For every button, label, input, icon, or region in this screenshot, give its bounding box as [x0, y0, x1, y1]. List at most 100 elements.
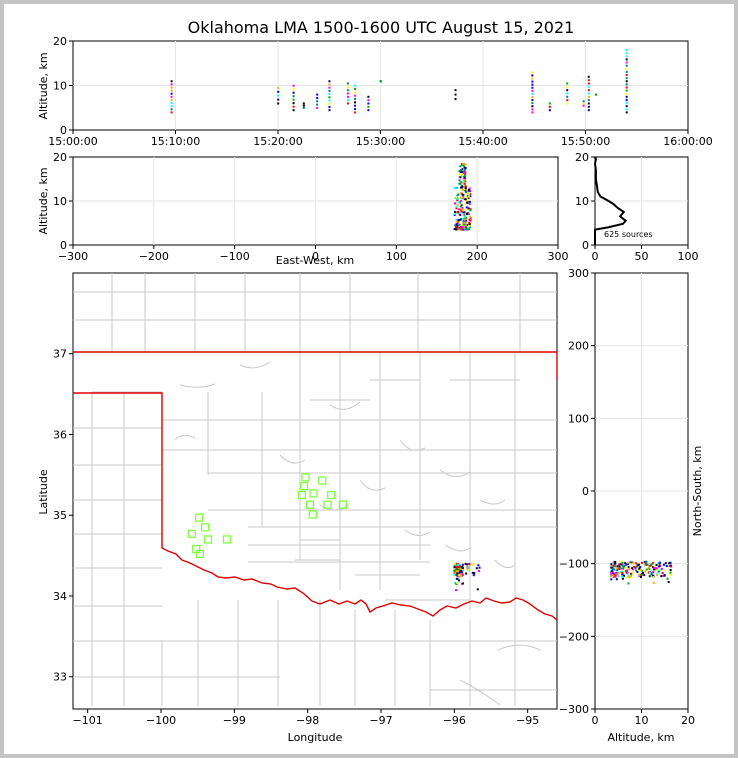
ew-altitude-source-point — [459, 208, 462, 211]
ew-altitude-source-point — [467, 196, 470, 199]
altitude-ns-source-point — [656, 572, 659, 575]
time-altitude-source-point — [302, 104, 305, 107]
altitude-ns-source-point — [620, 567, 623, 570]
time-altitude-source-point — [566, 89, 569, 92]
ew-altitude-source-point — [462, 220, 465, 223]
time-altitude-source-point — [346, 85, 349, 88]
ew-altitude-source-point — [460, 204, 463, 207]
altitude-ns-source-point — [621, 577, 624, 580]
time-altitude-source-point — [548, 105, 551, 108]
altitude-ns-source-point — [620, 563, 623, 566]
time-altitude-source-point — [531, 99, 534, 102]
time-altitude-source-point — [170, 105, 173, 108]
time-altitude-source-point — [594, 93, 597, 96]
time-altitude-source-point — [587, 75, 590, 78]
altitude-ns-xlabel: Altitude, km — [607, 731, 674, 744]
ew-altitude-source-point — [465, 221, 468, 224]
ew-altitude-source-point — [460, 196, 463, 199]
ew-altitude-source-point — [460, 192, 463, 195]
ew-altitude-source-point — [459, 176, 462, 179]
ew-altitude-source-point — [464, 180, 467, 183]
ew-altitude-source-point — [467, 225, 470, 228]
ew-altitude-source-point — [466, 201, 469, 204]
ew-altitude-source-point — [456, 226, 459, 229]
ew-altitude-source-point — [459, 165, 462, 168]
altitude-ns-source-point — [621, 575, 624, 578]
ew-altitude-panel: −300 −200 −100 0 100 200 300 0 10 20 Altitude, km… — [37, 151, 569, 267]
county-grid-lines — [73, 273, 557, 706]
ew-altitude-source-point — [469, 215, 472, 218]
ew-altitude-source-point — [455, 228, 458, 231]
ew-altitude-source-point — [459, 205, 462, 208]
time-altitude-source-point — [170, 111, 173, 114]
ew-altitude-source-point — [458, 211, 461, 214]
time-altitude-source-point — [354, 111, 357, 114]
ew-altitude-source-point — [459, 218, 462, 221]
ew-altitude-source-point — [469, 219, 472, 222]
lma-station-marker — [323, 500, 332, 509]
altitude-ns-source-point — [668, 565, 671, 568]
map-source-point — [457, 579, 460, 582]
altitude-ns-source-point — [622, 566, 625, 569]
time-altitude-source-point — [531, 102, 534, 105]
time-altitude-source-point — [328, 80, 331, 83]
ew-altitude-source-point — [467, 207, 470, 210]
altitude-ns-source-point — [634, 566, 637, 569]
map-source-point — [459, 568, 462, 571]
map-source-point — [457, 570, 460, 573]
ew-altitude-source-point — [467, 211, 470, 214]
altitude-ns-source-point — [641, 561, 644, 564]
altitude-histogram-panel: 0 50 100 0 10 20 625 sources — [575, 151, 699, 263]
time-altitude-source-point — [625, 61, 628, 64]
map-source-point — [457, 571, 460, 574]
ew-altitude-source-point — [463, 182, 466, 185]
ew-altitude-source-point — [467, 192, 470, 195]
altitude-ns-source-point — [641, 573, 644, 576]
ew-altitude-source-point — [461, 188, 464, 191]
altitude-ns-source-point — [633, 565, 636, 568]
altitude-ns-source-point — [616, 569, 619, 572]
ew-altitude-source-point — [463, 174, 466, 177]
time-altitude-source-point — [548, 109, 551, 112]
altitude-ns-source-point — [611, 569, 614, 572]
time-altitude-source-point — [587, 85, 590, 88]
time-altitude-source-point — [354, 98, 357, 101]
altitude-ns-source-point — [650, 563, 653, 566]
altitude-ns-source-point — [611, 572, 614, 575]
time-altitude-source-point — [625, 102, 628, 105]
map-source-point — [457, 578, 460, 581]
altitude-ns-source-point — [614, 573, 617, 576]
figure-title: Oklahoma LMA 1500-1600 UTC August 15, 20… — [188, 18, 575, 37]
altitude-ns-panel: 0 10 20 −300 −200 −100 0 100 200 300 Altitude, km… — [559, 267, 704, 744]
time-altitude-source-point — [454, 93, 457, 96]
time-altitude-source-point — [292, 95, 295, 98]
time-altitude-source-point — [292, 98, 295, 101]
time-altitude-source-point — [566, 85, 569, 88]
ew-altitude-source-point — [459, 169, 462, 172]
altitude-ns-source-point — [626, 571, 629, 574]
plan-map-x-tick-label: −101 — [73, 714, 103, 727]
ew-altitude-source-point — [463, 228, 466, 231]
time-altitude-source-point — [625, 80, 628, 83]
time-altitude-source-point — [346, 82, 349, 85]
time-altitude-source-point — [587, 109, 590, 112]
altitude-ns-source-point — [652, 568, 655, 571]
altitude-ns-source-point — [670, 574, 673, 577]
altitude-ns-source-point — [657, 565, 660, 568]
ew-altitude-source-point — [469, 209, 472, 212]
ew-altitude-source-point — [458, 170, 461, 173]
map-source-point — [477, 564, 480, 567]
altitude-histogram-y-tick-label: 10 — [575, 195, 589, 208]
time-altitude-source-point — [346, 102, 349, 105]
altitude-ns-source-point — [628, 575, 631, 578]
ew-altitude-source-point — [461, 217, 464, 220]
time-altitude-source-point — [316, 106, 319, 109]
plan-map-y-tick-label: 34 — [53, 590, 67, 603]
ew-altitude-source-point — [468, 223, 471, 226]
ew-altitude-source-point — [461, 226, 464, 229]
lma-station-marker — [222, 535, 232, 544]
altitude-ns-source-point — [659, 565, 662, 568]
time-altitude-source-point — [587, 102, 590, 105]
altitude-ns-source-point — [651, 574, 654, 577]
altitude-ns-source-point — [616, 573, 619, 576]
